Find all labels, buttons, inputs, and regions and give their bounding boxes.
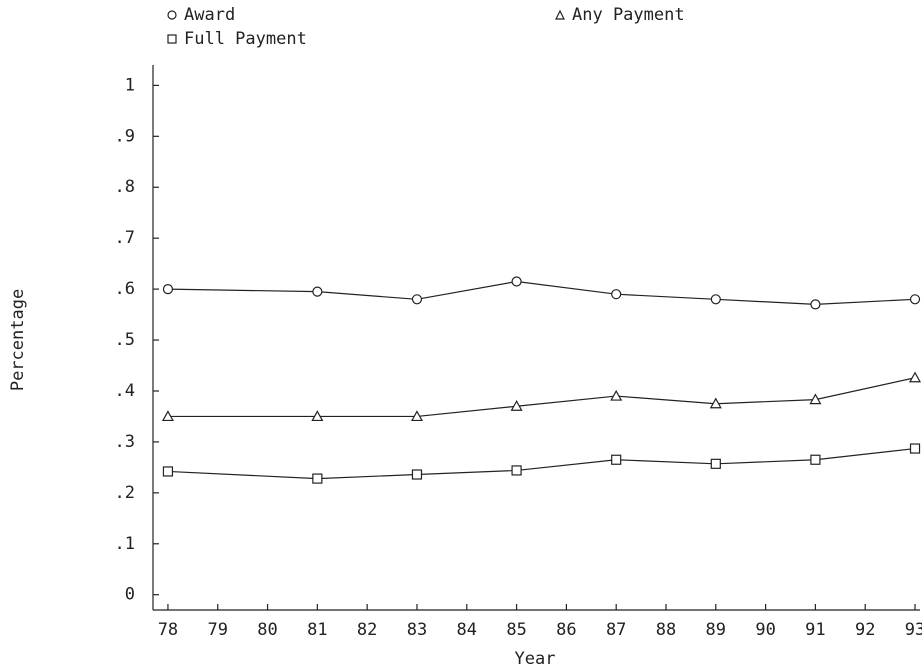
point [411, 469, 423, 480]
point [710, 294, 721, 305]
legend-symbol [167, 10, 177, 20]
point [162, 466, 174, 477]
x-tick-label: 79 [208, 620, 228, 640]
point [908, 371, 922, 383]
x-tick-label: 90 [755, 620, 775, 640]
x-tick-label: 84 [457, 620, 477, 640]
x-tick-label: 93 [905, 620, 922, 640]
point [909, 443, 921, 454]
x-tick-label: 81 [307, 620, 327, 640]
point [611, 454, 622, 465]
x-tick-label: 91 [805, 620, 825, 640]
point [810, 454, 821, 465]
point [312, 473, 323, 484]
y-tick-label: .2 [115, 483, 135, 503]
x-tick-label: 87 [606, 620, 626, 640]
point [709, 397, 722, 409]
y-tick-label: .7 [115, 228, 135, 248]
x-tick-label: 83 [407, 620, 427, 640]
legend-label: Full Payment [184, 29, 307, 49]
x-axis-label: Year [515, 649, 556, 669]
y-tick-label: .9 [115, 126, 135, 146]
point [161, 410, 174, 422]
y-tick-label: .3 [115, 432, 135, 452]
x-tick-label: 86 [556, 620, 576, 640]
x-tick-label: 88 [656, 620, 676, 640]
legend-symbol [167, 34, 177, 44]
point [909, 294, 921, 305]
point [809, 393, 822, 405]
y-tick-label: 0 [125, 585, 135, 605]
x-tick-label: 85 [506, 620, 526, 640]
y-tick-label: .6 [115, 279, 135, 299]
point [311, 410, 324, 422]
x-tick-label: 82 [357, 620, 377, 640]
legend-symbol [555, 9, 565, 20]
legend-label: Award [184, 5, 235, 25]
point [610, 389, 623, 401]
point [611, 289, 622, 300]
point [810, 299, 821, 310]
y-tick-label: .5 [115, 330, 135, 350]
point [511, 465, 522, 476]
point [411, 294, 423, 305]
y-tick-label: .4 [115, 381, 135, 401]
y-tick-label: 1 [125, 75, 135, 95]
x-tick-label: 92 [855, 620, 875, 640]
series-line [167, 377, 916, 418]
point [710, 458, 721, 469]
y-tick-label: .1 [115, 534, 135, 554]
point [312, 286, 323, 297]
series-line [167, 280, 916, 305]
series-line [167, 447, 916, 480]
point [162, 284, 174, 295]
x-tick-label: 80 [257, 620, 277, 640]
point [410, 410, 423, 422]
y-axis-label: Percentage [8, 289, 28, 391]
x-tick-label: 89 [706, 620, 726, 640]
x-tick-label: 78 [158, 620, 178, 640]
y-tick-label: .8 [115, 177, 135, 197]
legend-label: Any Payment [572, 5, 685, 25]
point [511, 276, 522, 287]
point [510, 400, 523, 411]
